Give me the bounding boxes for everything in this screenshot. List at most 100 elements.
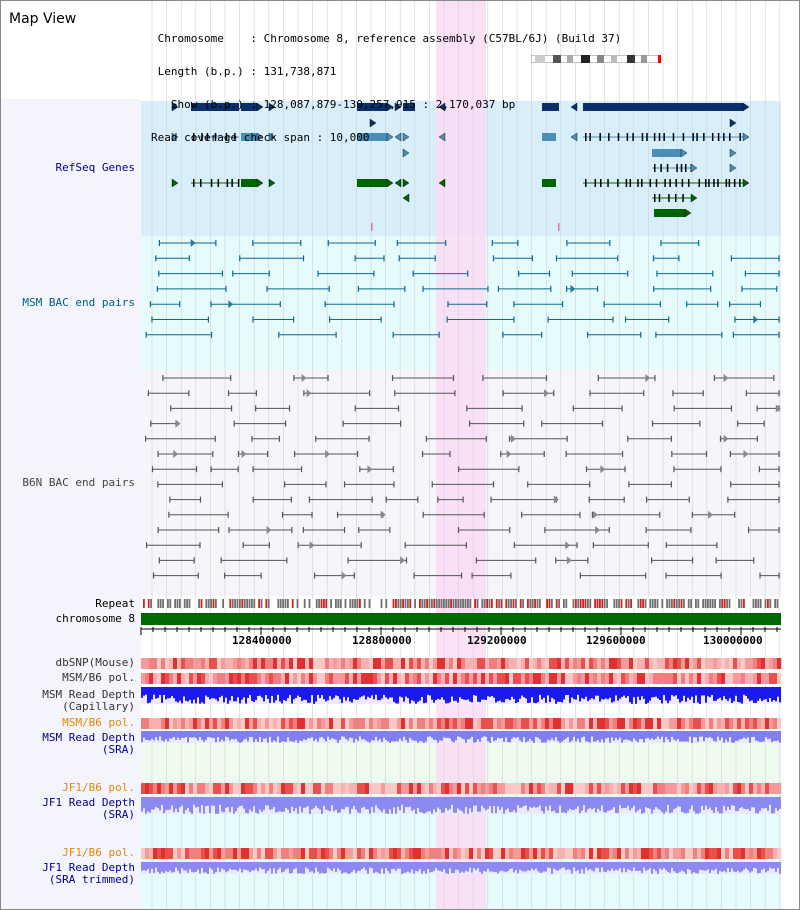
gene-arrow xyxy=(684,208,692,218)
heat-cell xyxy=(213,783,218,794)
repeat-mark xyxy=(527,599,529,608)
heat-cell xyxy=(417,658,422,669)
depth-bar xyxy=(509,862,511,870)
repeat-mark xyxy=(733,599,736,608)
heat-cell xyxy=(677,673,682,684)
track-label-msm-b6-pol-1[interactable]: MSM/B6 pol. xyxy=(62,671,135,684)
depth-bar xyxy=(481,687,483,700)
track-label-jf1-depth-trim[interactable]: JF1 Read Depth xyxy=(42,861,135,874)
depth-bar xyxy=(303,731,305,740)
track-label-msm-bac[interactable]: MSM BAC end pairs xyxy=(22,296,135,309)
track-label-jf1-depth-sra[interactable]: JF1 Read Depth xyxy=(42,796,135,809)
repeat-mark xyxy=(354,599,356,608)
depth-bar xyxy=(445,797,447,808)
track-label-msm-depth-sra[interactable]: MSM Read Depth xyxy=(42,731,135,744)
track-label-repeat[interactable]: Repeat xyxy=(95,597,135,610)
depth-bar xyxy=(339,797,341,813)
depth-bar xyxy=(705,687,707,703)
depth-bar xyxy=(405,797,407,808)
depth-bar xyxy=(695,687,697,696)
depth-bar xyxy=(747,862,749,871)
depth-bar xyxy=(209,797,211,814)
repeat-mark xyxy=(270,599,272,608)
repeat-mark xyxy=(390,599,392,608)
depth-bar xyxy=(357,731,359,741)
track-label-chromosome[interactable]: chromosome 8 xyxy=(55,612,135,625)
repeat-mark xyxy=(378,599,380,608)
depth-bar xyxy=(657,862,659,874)
heat-cell xyxy=(465,783,470,794)
heat-cell xyxy=(685,848,690,859)
track-label-dbsnp[interactable]: dbSNP(Mouse) xyxy=(55,656,135,669)
chromosome-ideogram[interactable] xyxy=(531,55,661,63)
heat-cell xyxy=(365,658,370,669)
heat-cell xyxy=(749,783,754,794)
depth-bar xyxy=(589,862,591,870)
depth-bar xyxy=(683,862,685,872)
heat-cell xyxy=(573,848,578,859)
depth-bar xyxy=(751,687,753,701)
track-label-b6n-bac[interactable]: B6N BAC end pairs xyxy=(22,476,135,489)
gene-model xyxy=(357,179,387,187)
repeat-mark xyxy=(368,599,371,608)
exon-mark xyxy=(696,133,698,141)
repeat-mark xyxy=(479,599,481,608)
track-label-msm-depth-cap[interactable]: MSM Read Depth xyxy=(42,688,135,701)
track-label-jf1-b6-pol-1[interactable]: JF1/B6 pol. xyxy=(62,781,135,794)
depth-bar xyxy=(627,797,629,806)
depth-bar xyxy=(203,687,205,704)
depth-bar xyxy=(703,687,705,696)
depth-bar xyxy=(753,731,755,737)
heat-cell xyxy=(573,658,578,669)
depth-bar xyxy=(325,687,327,702)
repeat-mark xyxy=(447,599,450,608)
heat-cell xyxy=(173,718,178,729)
heat-cell xyxy=(777,783,782,794)
depth-bar xyxy=(719,731,721,741)
heat-cell xyxy=(633,848,638,859)
depth-bar xyxy=(325,731,327,742)
heat-cell xyxy=(253,783,258,794)
heat-cell xyxy=(477,848,482,859)
repeat-mark xyxy=(608,599,611,608)
exon-mark xyxy=(641,133,644,141)
depth-bar xyxy=(763,687,765,700)
heat-cell xyxy=(709,658,714,669)
track-label-refseq[interactable]: RefSeq Genes xyxy=(55,161,135,174)
depth-bar xyxy=(251,731,253,738)
depth-bar xyxy=(511,862,513,869)
repeat-mark xyxy=(356,599,359,608)
bac-end-arrow xyxy=(400,556,406,565)
repeat-mark xyxy=(469,599,472,608)
depth-bar xyxy=(503,687,505,703)
depth-bar xyxy=(329,862,331,870)
gene-model xyxy=(542,133,556,141)
heat-cell xyxy=(197,783,202,794)
depth-bar xyxy=(641,797,643,814)
depth-bar xyxy=(761,797,763,809)
depth-bar xyxy=(281,862,283,873)
depth-bar xyxy=(141,687,143,698)
depth-bar xyxy=(397,687,399,704)
depth-bar xyxy=(435,687,437,701)
exon-mark xyxy=(201,133,203,141)
track-label-jf1-b6-pol-2[interactable]: JF1/B6 pol. xyxy=(62,846,135,859)
depth-bar xyxy=(405,862,407,873)
heat-cell xyxy=(353,673,358,684)
heat-cell xyxy=(765,783,770,794)
depth-bar xyxy=(633,687,635,698)
heat-cell xyxy=(285,658,290,669)
repeat-mark xyxy=(495,599,498,608)
heat-cell xyxy=(665,783,670,794)
depth-bar xyxy=(225,731,227,737)
repeat-mark xyxy=(275,599,277,608)
heat-cell xyxy=(593,658,598,669)
track-label-msm-b6-pol-2[interactable]: MSM/B6 pol. xyxy=(62,716,135,729)
heat-cell xyxy=(349,673,354,684)
depth-bar xyxy=(143,731,145,738)
depth-bar xyxy=(477,731,479,740)
depth-bar xyxy=(463,797,465,814)
heat-cell xyxy=(633,718,638,729)
depth-bar xyxy=(553,862,555,869)
